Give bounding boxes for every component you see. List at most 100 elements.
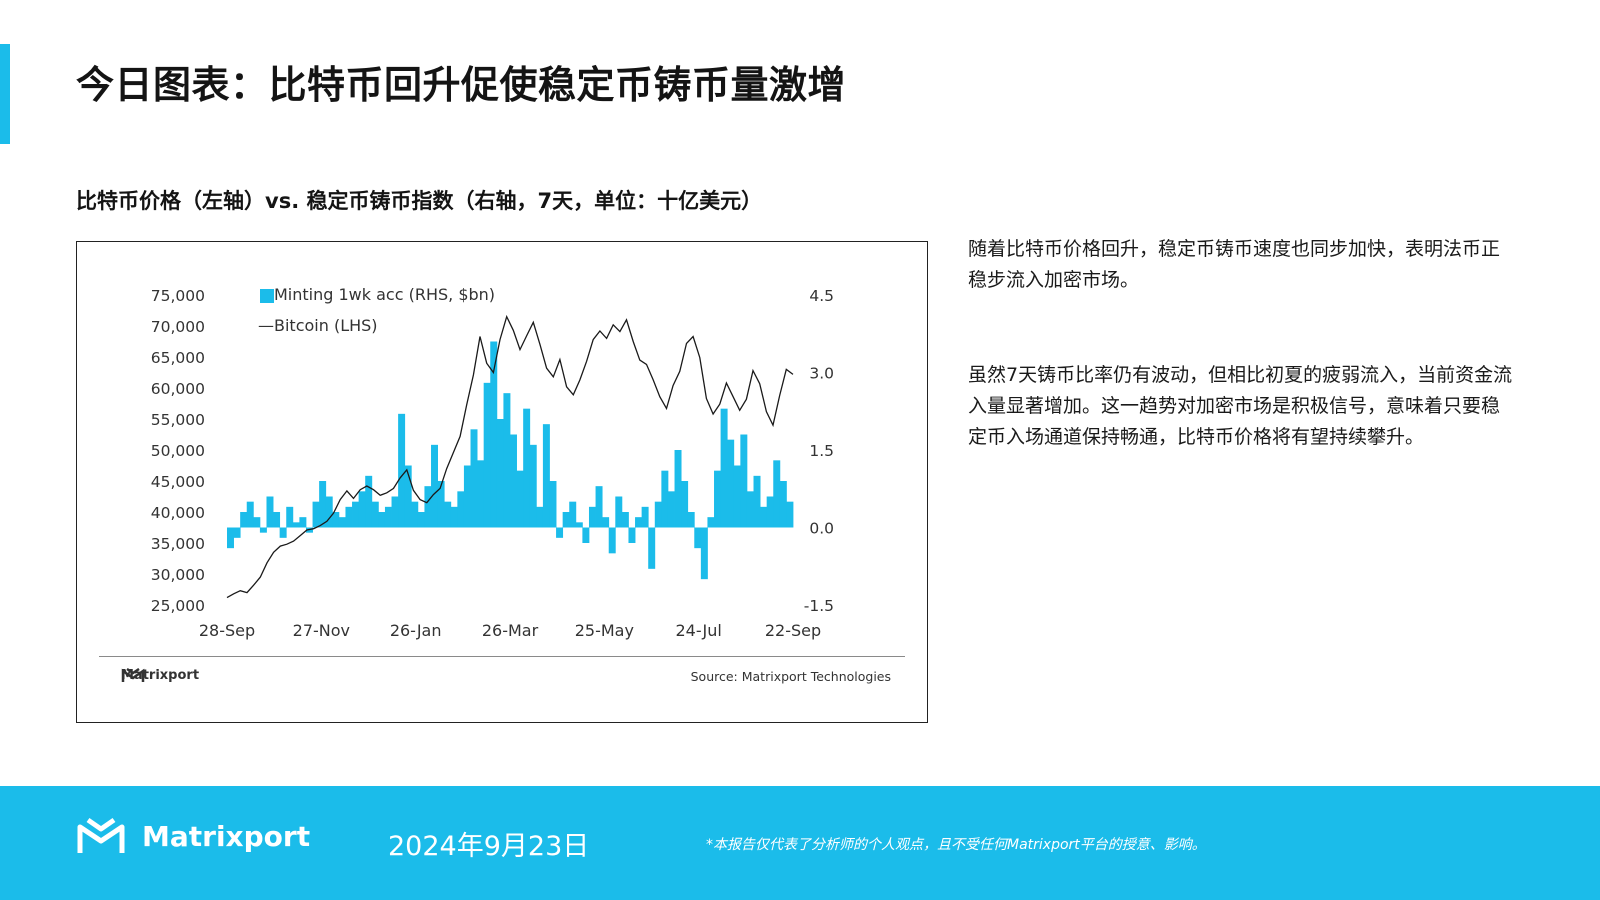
minting-bar — [720, 408, 728, 528]
minting-bar — [490, 341, 498, 528]
minting-bar — [516, 470, 524, 528]
minting-bar — [319, 481, 327, 528]
x-tick-label: 28-Sep — [199, 621, 255, 640]
frame-divider — [99, 656, 905, 657]
minting-bar — [444, 501, 452, 528]
right-tick-label: 1.5 — [809, 442, 834, 460]
left-tick-label: 40,000 — [151, 504, 205, 522]
minting-bar — [332, 512, 340, 528]
commentary-paragraph-2: 虽然7天铸币比率仍有波动，但相比初夏的疲弱流入，当前资金流入量显著增加。这一趋势… — [968, 364, 1513, 448]
minting-bar — [411, 501, 419, 528]
minting-bar — [227, 527, 234, 549]
minting-bar — [398, 413, 406, 528]
minting-bar — [635, 517, 643, 528]
bitcoin-line — [226, 314, 794, 599]
minting-bar — [417, 512, 425, 528]
disclaimer: *本报告仅代表了分析师的个人观点，且不受任何Matrixport平台的授意、影响… — [706, 837, 1206, 853]
footer-logo: Matrixport — [76, 816, 310, 856]
minting-bar — [621, 512, 629, 528]
chart-frame: 75,000 70,000 65,000 60,000 55,000 50,000 45,0… — [76, 241, 928, 723]
minting-bar — [562, 512, 570, 528]
minting-bar — [667, 491, 675, 528]
minting-bar — [312, 501, 320, 528]
minting-bar — [384, 506, 392, 528]
minting-bar — [529, 444, 537, 528]
minting-bar — [510, 434, 517, 528]
minting-bar — [450, 506, 458, 528]
legend-label-minting: Minting 1wk acc (RHS, $bn) — [274, 285, 495, 304]
left-axis-ticks: 75,000 70,000 65,000 60,000 55,000 50,000 45,0… — [151, 287, 205, 615]
minting-bar — [681, 481, 689, 528]
minting-bar — [404, 465, 412, 528]
left-tick-label: 50,000 — [151, 442, 205, 460]
minting-bar — [325, 496, 333, 528]
left-tick-label: 35,000 — [151, 535, 205, 553]
x-tick-label: 26-Jan — [390, 621, 442, 640]
minting-bar — [266, 496, 274, 528]
minting-bar — [292, 522, 300, 528]
minting-bar — [371, 501, 379, 528]
minting-bar — [259, 527, 267, 533]
minting-bars — [227, 341, 794, 580]
minting-bar — [608, 527, 616, 554]
left-tick-label: 60,000 — [151, 380, 205, 398]
left-tick-label: 65,000 — [151, 349, 205, 367]
minting-bar — [654, 501, 662, 528]
minting-bar — [279, 527, 287, 538]
minting-bar — [707, 517, 715, 528]
left-tick-label: 45,000 — [151, 473, 205, 491]
x-axis-ticks: 28-Sep 27-Nov 26-Jan 26-Mar 25-May 24-Jul 22-S… — [199, 621, 821, 640]
minting-bar — [766, 496, 774, 528]
minting-bar — [694, 527, 702, 549]
left-tick-label: 55,000 — [151, 411, 205, 429]
minting-bar — [575, 522, 583, 528]
minting-bar — [496, 419, 504, 528]
x-tick-label: 25-May — [575, 621, 634, 640]
x-tick-label: 27-Nov — [293, 621, 350, 640]
minting-bar — [253, 517, 261, 528]
minting-bar — [727, 439, 735, 528]
minting-bar — [753, 475, 761, 528]
report-date: 2024年9月23日 — [388, 831, 590, 862]
left-tick-label: 70,000 — [151, 318, 205, 336]
matrixport-logo-icon — [77, 817, 125, 853]
right-tick-label: 0.0 — [809, 520, 834, 538]
minting-bar — [687, 512, 695, 528]
minting-bar — [582, 527, 590, 543]
left-tick-label: 25,000 — [151, 597, 205, 615]
page-title: 今日图表：比特币回升促使稳定币铸币量激增 — [76, 63, 847, 107]
minting-bar — [286, 506, 294, 528]
minting-bar — [760, 506, 768, 528]
minting-bar — [424, 486, 432, 528]
frame-logo: Matrixport — [121, 668, 199, 683]
footer: Matrixport 2024年9月23日 *本报告仅代表了分析师的个人观点，且… — [0, 786, 1600, 900]
minting-bar — [641, 506, 649, 528]
minting-bar — [240, 512, 248, 528]
commentary-paragraph-1: 随着比特币价格回升，稳定币铸币速度也同步加快，表明法币正稳步流入加密市场。 — [968, 238, 1501, 291]
minting-bar — [700, 527, 708, 580]
minting-bar — [661, 470, 669, 528]
minting-bar — [391, 496, 399, 528]
minting-bar — [358, 491, 366, 528]
minting-bar — [503, 393, 511, 528]
x-tick-label: 24-Jul — [676, 621, 722, 640]
minting-bar — [233, 527, 241, 538]
minting-bar — [437, 481, 445, 528]
chart-subtitle: 比特币价格（左轴）vs. 稳定币铸币指数（右轴，7天，单位：十亿美元） — [76, 189, 763, 213]
minting-bar — [457, 491, 465, 528]
minting-bar — [273, 512, 281, 528]
minting-bar — [714, 470, 722, 528]
accent-bar — [0, 44, 10, 144]
minting-bar — [786, 501, 794, 528]
minting-bar — [542, 424, 550, 528]
minting-bar — [352, 501, 360, 528]
minting-bar — [483, 382, 491, 528]
right-tick-label: 3.0 — [809, 365, 834, 383]
minting-bar — [477, 460, 485, 528]
minting-bar — [246, 501, 254, 528]
legend-label-bitcoin: —Bitcoin (LHS) — [258, 316, 378, 335]
minting-bar — [378, 512, 386, 528]
minting-bar — [779, 481, 787, 528]
legend: Minting 1wk acc (RHS, $bn) —Bitcoin (LHS… — [258, 285, 495, 335]
right-tick-label: -1.5 — [804, 597, 834, 615]
